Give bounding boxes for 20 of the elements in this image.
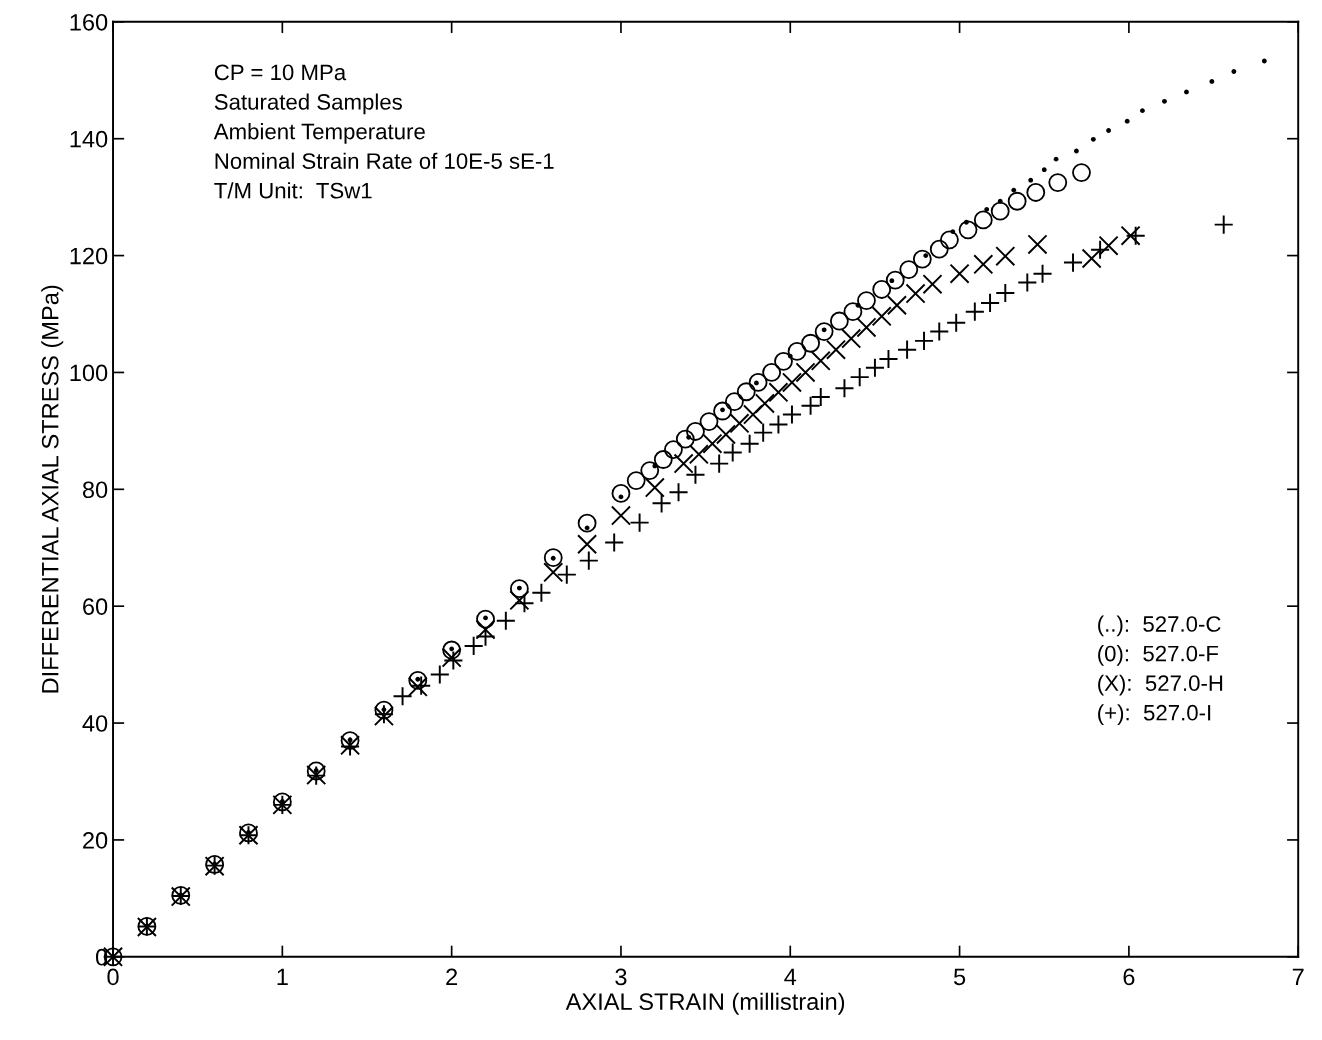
y-tick-label: 160 xyxy=(70,13,108,31)
annotation: CP = 10 MPa Saturated Samples Ambient Temperature Nominal Strain Rate of 10E-5 sE-1 T/M Unit: TSw1 xyxy=(213,64,554,199)
y-axis-title: DIFFERENTIAL AXIAL STRESS (MPa) xyxy=(41,285,64,693)
y-tick-label: 40 xyxy=(82,715,108,732)
x-axis-title: AXIAL STRAIN (millistrain) xyxy=(565,992,845,1015)
y-tick-label: 140 xyxy=(70,130,108,148)
x-tick-label: 1 xyxy=(277,968,288,986)
x-tick-label: 5 xyxy=(953,968,966,986)
x-tick-label: 7 xyxy=(1292,968,1304,986)
x-tick-label: 2 xyxy=(446,968,458,986)
annotation: (..): 527.0-C (0): 527.0-F (X): 527.0-H (+): 527.0-I xyxy=(1098,615,1223,725)
x-tick-label: 6 xyxy=(1123,968,1135,986)
y-tick-label: 120 xyxy=(70,247,108,265)
y-tick-label: 60 xyxy=(83,598,108,615)
y-tick-label: 20 xyxy=(83,832,108,849)
x-tick-label: 0 xyxy=(107,968,119,986)
x-tick-label: 3 xyxy=(615,968,627,986)
y-tick-label: 100 xyxy=(70,364,108,382)
x-tick-label: 4 xyxy=(784,968,797,986)
y-tick-label: 80 xyxy=(82,481,108,499)
